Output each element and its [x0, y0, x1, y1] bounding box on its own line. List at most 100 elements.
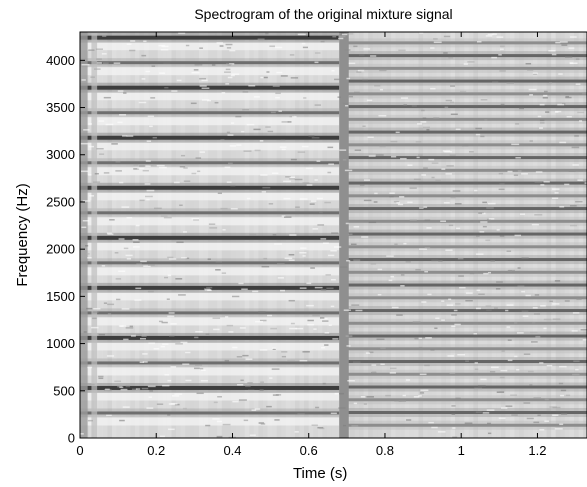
spectrogram-speckle [523, 353, 531, 355]
spectrogram-speckle [281, 355, 287, 358]
spectrogram-speckle [424, 219, 431, 222]
spectrogram-speckle [133, 163, 139, 166]
spectrogram-speckle [332, 35, 337, 38]
spectrogram-speckle [176, 241, 184, 244]
spectrogram-speckle [158, 166, 167, 169]
spectrogram-speckle [87, 257, 92, 259]
spectrogram-speckle [199, 367, 204, 370]
spectrogram-speckle [236, 356, 243, 358]
spectrogram-speckle [580, 329, 587, 331]
spectrogram-speckle [88, 123, 92, 125]
spectrogram-speckle [148, 164, 154, 166]
spectrogram-speckle [182, 363, 190, 365]
spectrogram-frame-texture [299, 32, 305, 438]
spectrogram-speckle [281, 121, 289, 123]
spectrogram-speckle [219, 45, 224, 47]
spectrogram-speckle [571, 146, 580, 149]
spectrogram-speckle [430, 47, 435, 49]
spectrogram-speckle [339, 149, 347, 151]
spectrogram-speckle [385, 394, 391, 397]
spectrogram-speckle [437, 431, 446, 433]
harmonic-halo [80, 208, 340, 218]
spectrogram-speckle [131, 388, 138, 391]
spectrogram-speckle [452, 436, 458, 438]
spectrogram-speckle [514, 355, 518, 358]
spectrogram-speckle [129, 325, 134, 328]
spectrogram-speckle [561, 44, 568, 46]
spectrogram-speckle [330, 412, 337, 415]
spectrogram-speckle [118, 325, 127, 327]
spectrogram-speckle [122, 135, 128, 137]
spectrogram-speckle [375, 154, 384, 156]
spectrogram-speckle [162, 384, 170, 387]
spectrogram-speckle [332, 338, 339, 340]
spectrogram-speckle [240, 379, 244, 382]
spectrogram-speckle [254, 408, 261, 410]
spectrogram-speckle [193, 219, 200, 221]
spectrogram-frame-texture [276, 32, 282, 438]
spectrogram-speckle [441, 168, 446, 170]
spectrogram-speckle [418, 337, 422, 340]
spectrogram-speckle [571, 330, 578, 332]
spectrogram-speckle [136, 333, 142, 336]
spectrogram-speckle [243, 419, 249, 422]
spectrogram-speckle [434, 327, 438, 330]
spectrogram-speckle [560, 389, 567, 392]
spectrogram-speckle [154, 207, 162, 210]
spectrogram-speckle [164, 276, 169, 279]
spectrogram-speckle [370, 55, 377, 57]
spectrogram-frame-texture [203, 32, 209, 438]
spectrogram-speckle [285, 176, 291, 178]
spectrogram-speckle [450, 196, 456, 199]
spectrogram-speckle [302, 182, 310, 184]
spectrogram-speckle [394, 243, 398, 246]
spectrogram-speckle [123, 338, 129, 341]
spectrogram-speckle [117, 90, 124, 92]
spectrogram-speckle [353, 45, 358, 48]
spectrogram-speckle [362, 78, 368, 81]
spectrogram-speckle [205, 333, 210, 335]
spectrogram-speckle [320, 317, 325, 319]
spectrogram-speckle [275, 92, 281, 95]
spectrogram-speckle [164, 374, 170, 376]
spectrogram-speckle [386, 255, 394, 257]
spectrogram-speckle [299, 287, 307, 289]
spectrogram-speckle [482, 225, 487, 228]
spectrogram-speckle [96, 148, 104, 150]
harmonic-halo [80, 232, 340, 243]
spectrogram-speckle [275, 96, 280, 99]
spectrogram-speckle [398, 49, 406, 52]
spectrogram-speckle [348, 95, 353, 98]
spectrogram-speckle [194, 367, 200, 370]
spectrogram-speckle [133, 241, 140, 244]
spectrogram-speckle [364, 179, 371, 181]
spectrogram-speckle [281, 215, 286, 217]
spectrogram-frame-texture [230, 32, 236, 438]
spectrogram-speckle [319, 211, 323, 214]
spectrogram-speckle [498, 188, 505, 191]
spectrogram-speckle [457, 353, 466, 356]
spectrogram-speckle [425, 337, 432, 339]
spectrogram-speckle [487, 33, 494, 36]
spectrogram-speckle [222, 423, 231, 426]
spectrogram-speckle [283, 197, 291, 200]
harmonic-halo [346, 306, 587, 316]
spectrogram-speckle [543, 181, 550, 183]
spectrogram-speckle [412, 321, 421, 323]
spectrogram-speckle [506, 250, 512, 252]
harmonic-halo [80, 108, 340, 118]
spectrogram-speckle [150, 97, 156, 99]
spectrogram-speckle [130, 335, 136, 337]
spectrogram-speckle [168, 258, 177, 260]
harmonic-halo [346, 89, 587, 99]
spectrogram-speckle [482, 212, 486, 215]
spectrogram-speckle [413, 178, 421, 181]
spectrogram-speckle [121, 308, 130, 310]
spectrogram-speckle [577, 111, 585, 114]
spectrogram-speckle [114, 252, 119, 254]
harmonic-band [346, 296, 587, 300]
spectrogram-speckle [259, 389, 264, 391]
harmonic-halo [346, 293, 587, 303]
y-tick-label: 500 [53, 383, 75, 398]
